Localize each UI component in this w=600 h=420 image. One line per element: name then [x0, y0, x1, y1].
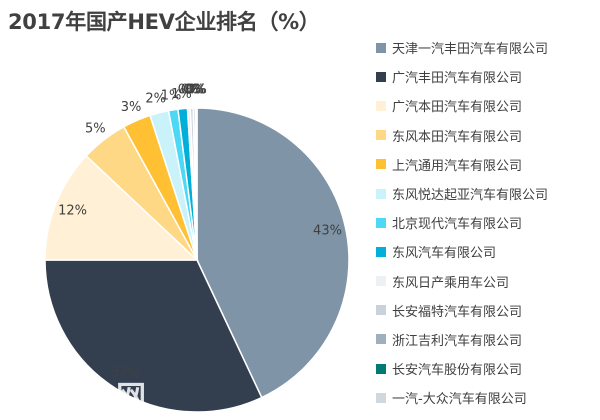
pie-slice [44, 154, 199, 261]
legend-label: 天津一汽丰田汽车有限公司 [392, 42, 549, 58]
legend-label: 广汽丰田汽车有限公司 [392, 71, 523, 87]
legend-item: 东风日产乘用车公司 [376, 267, 598, 296]
legend-item: 东风汽车有限公司 [376, 237, 598, 266]
legend-swatch [376, 392, 386, 403]
legend-swatch [376, 42, 386, 53]
legend-item: 北京现代汽车有限公司 [376, 208, 598, 237]
watermark: 电网 [84, 380, 148, 415]
legend-label: 东风悦达起亚汽车有限公司 [392, 188, 549, 204]
legend-swatch [376, 100, 386, 111]
pie-data-label: 3% [121, 100, 142, 115]
legend-item: 一汽-大众汽车有限公司 [376, 383, 598, 412]
legend-swatch [376, 246, 386, 257]
legend-swatch [376, 334, 386, 345]
legend-item: 长安福特汽车有限公司 [376, 296, 598, 325]
pie-data-label: 32% [111, 365, 140, 380]
pie-data-label: 0% [178, 83, 199, 98]
legend-swatch [376, 363, 386, 374]
pie-data-label: 1% [171, 87, 192, 102]
pie-data-label: 43% [313, 223, 342, 238]
pie-slice [44, 259, 263, 413]
legend-swatch [376, 159, 386, 170]
legend-label: 东风本田汽车有限公司 [392, 129, 523, 145]
legend-item: 东风本田汽车有限公司 [376, 121, 598, 150]
legend-label: 广汽本田汽车有限公司 [392, 100, 523, 116]
chart-legend: 天津一汽丰田汽车有限公司 广汽丰田汽车有限公司 广汽本田汽车有限公司 东风本田汽车有限… [376, 33, 598, 412]
legend-label: 一汽-大众汽车有限公司 [392, 392, 527, 408]
pie-slice [195, 107, 198, 261]
pie-slices [44, 107, 350, 413]
pie-data-label: 0% [186, 83, 207, 98]
pie-data-labels: 43%32%12%5%3%2%1%1%0%0%0%0%0% [58, 83, 342, 381]
pie-data-label: 12% [58, 203, 87, 218]
legend-item: 浙江吉利汽车有限公司 [376, 325, 598, 354]
legend-label: 长安福特汽车有限公司 [392, 304, 523, 320]
legend-swatch [376, 188, 386, 199]
legend-item: 东风悦达起亚汽车有限公司 [376, 179, 598, 208]
legend-swatch [376, 71, 386, 82]
legend-swatch [376, 276, 386, 287]
legend-swatch [376, 130, 386, 141]
pie-data-label: 0% [181, 83, 202, 98]
pie-data-label: 0% [185, 83, 206, 98]
pie-data-label: 1% [161, 89, 182, 104]
pie-slice [196, 107, 350, 399]
legend-label: 长安汽车股份有限公司 [392, 363, 523, 379]
legend-label: 东风汽车有限公司 [392, 246, 497, 262]
legend-item: 上汽通用汽车有限公司 [376, 150, 598, 179]
legend-item: 广汽丰田汽车有限公司 [376, 62, 598, 91]
chart-title: 2017年国产HEV企业排名（%） [8, 10, 320, 34]
pie-data-label: 2% [145, 92, 166, 107]
pie-data-label: 5% [85, 121, 106, 136]
legend-label: 上汽通用汽车有限公司 [392, 158, 523, 174]
legend-item: 天津一汽丰田汽车有限公司 [376, 33, 598, 62]
legend-label: 浙江吉利汽车有限公司 [392, 333, 523, 349]
legend-swatch [376, 305, 386, 316]
pie-data-label: 0% [183, 83, 204, 98]
legend-item: 广汽本田汽车有限公司 [376, 91, 598, 120]
legend-label: 东风日产乘用车公司 [392, 275, 510, 291]
legend-item: 长安汽车股份有限公司 [376, 354, 598, 383]
legend-swatch [376, 217, 386, 228]
legend-label: 北京现代汽车有限公司 [392, 217, 523, 233]
